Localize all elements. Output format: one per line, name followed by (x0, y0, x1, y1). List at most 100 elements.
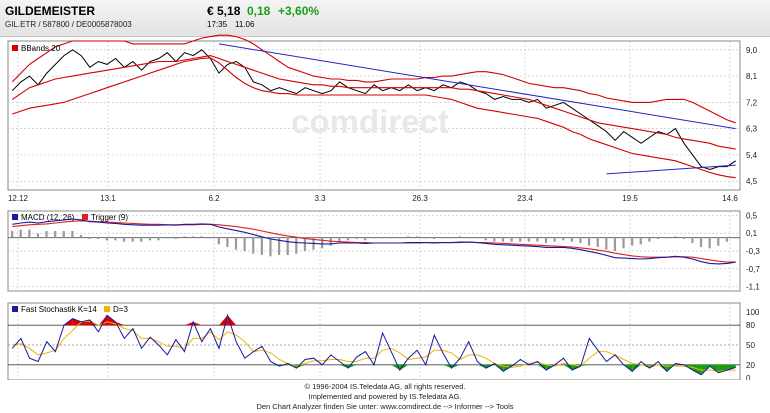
macd-histogram-bar (519, 237, 522, 242)
macd-histogram-bar (544, 237, 548, 243)
macd-histogram-bar (725, 237, 728, 242)
macd-y-tick-label: -0,3 (746, 247, 760, 256)
macd-histogram-bar (570, 237, 573, 242)
macd-histogram-bar (536, 237, 539, 242)
overbought-fill (89, 319, 99, 326)
macd-histogram-bar (243, 237, 246, 251)
macd-histogram-bar (260, 237, 263, 255)
macd-histogram-bar (476, 237, 479, 239)
stoch-k-legend-swatch (12, 306, 18, 312)
macd-histogram-bar (424, 237, 427, 239)
x-tick-label: 23.4 (517, 194, 533, 203)
trend-line (218, 43, 736, 130)
macd-histogram-bar (88, 237, 91, 239)
macd-histogram-bar (19, 229, 22, 238)
macd-histogram-bar (407, 236, 410, 238)
x-tick-label: 6.2 (208, 194, 220, 203)
macd-histogram-bar (234, 237, 238, 250)
macd-histogram-bar (665, 237, 668, 239)
upper-band-line (11, 34, 736, 124)
macd-histogram-bar (717, 237, 720, 246)
macd-histogram-bar (71, 231, 74, 238)
trend-line (606, 164, 736, 175)
macd-histogram-bar (79, 235, 83, 238)
macd-histogram-bar (321, 237, 324, 249)
macd-histogram-bar (631, 237, 634, 246)
oversold-fill (580, 364, 590, 367)
bbands-y-tick-label: 4,5 (746, 177, 758, 186)
watermark: comdirect (291, 103, 449, 140)
oversold-fill (339, 364, 349, 369)
macd-histogram-bar (381, 237, 384, 239)
overbought-fill (184, 321, 194, 326)
macd-histogram-bar (62, 231, 65, 238)
macd-histogram-bar (501, 237, 505, 242)
macd-histogram-bar (450, 237, 453, 239)
oversold-fill (442, 364, 452, 369)
macd-histogram-bar (217, 237, 220, 245)
bbands-y-tick-label: 5,4 (746, 151, 758, 160)
macd-histogram-bar (97, 237, 100, 239)
stock-name: GILDEMEISTER (5, 4, 96, 18)
macd-histogram-bar (226, 237, 229, 247)
macd-histogram-bar (166, 237, 169, 239)
stoch-y-tick-label: 0 (746, 374, 751, 380)
macd-histogram-bar (648, 237, 651, 242)
analyzer-link-line: Den Chart Analyzer finden Sie unter: www… (256, 402, 514, 411)
bbands-legend: BBands 20 (21, 44, 61, 53)
quote-time: 17:35 (207, 20, 228, 29)
stock-price: € 5,18 (207, 4, 241, 18)
x-tick-label: 3.3 (314, 194, 326, 203)
macd-histogram-bar (682, 237, 685, 239)
macd-histogram-bar (415, 236, 418, 238)
bbands-y-tick-label: 8,1 (746, 72, 758, 81)
powered-by-line: Implemented and powered by IS.Teledata A… (308, 392, 462, 401)
macd-histogram-bar (527, 237, 530, 242)
macd-histogram-bar (209, 237, 212, 239)
macd-histogram-bar (622, 237, 625, 249)
macd-histogram-bar (303, 237, 307, 251)
oversold-fill (727, 364, 736, 371)
macd-y-tick-label: -1,1 (746, 283, 760, 292)
stoch-d-legend: D=3 (113, 305, 128, 314)
lower-band-line (12, 57, 736, 179)
price-change-percent: +3,60% (278, 4, 320, 18)
macd-histogram-bar (734, 237, 737, 239)
macd-histogram-bar (398, 237, 401, 239)
macd-legend-swatch (12, 214, 18, 220)
macd-histogram-bar (252, 237, 255, 254)
macd-y-tick-label: 0,1 (746, 229, 758, 238)
macd-y-tick-label: 0,5 (746, 211, 758, 220)
macd-histogram-bar (510, 237, 513, 242)
price-change: 0,18 (247, 4, 271, 18)
macd-histogram-bar (605, 237, 608, 250)
macd-histogram-bar (467, 237, 470, 239)
x-tick-label: 14.6 (722, 194, 738, 203)
macd-histogram-bar (639, 237, 642, 245)
stock-identifiers: GIL.ETR / 587800 / DE0005878003 (5, 20, 132, 29)
middle-band-line (11, 55, 736, 150)
macd-histogram-bar (372, 237, 375, 239)
macd-histogram-bar (105, 237, 108, 241)
macd-histogram-bar (699, 237, 703, 247)
quote-date: 11.06 (235, 20, 255, 29)
macd-histogram-bar (286, 237, 289, 255)
macd-histogram-bar (269, 237, 272, 257)
macd-histogram-bar (596, 237, 599, 247)
macd-histogram-bar (587, 237, 591, 246)
macd-histogram-bar (28, 229, 31, 238)
stoch-d-legend-swatch (104, 306, 110, 312)
bbands-y-tick-label: 6,3 (746, 125, 758, 134)
macd-histogram-bar (493, 237, 496, 242)
macd-histogram-bar (562, 237, 565, 241)
oversold-fill (511, 364, 521, 367)
macd-histogram-bar (364, 237, 367, 241)
stoch-panel-frame (7, 302, 741, 380)
macd-line (12, 218, 736, 265)
x-tick-label: 13.1 (100, 194, 116, 203)
oversold-fill (477, 364, 486, 369)
macd-histogram-bar (613, 237, 617, 251)
macd-histogram-bar (122, 237, 126, 242)
stoch-k-legend: Fast Stochastik K=14 (21, 305, 97, 314)
oversold-fill (632, 364, 641, 372)
